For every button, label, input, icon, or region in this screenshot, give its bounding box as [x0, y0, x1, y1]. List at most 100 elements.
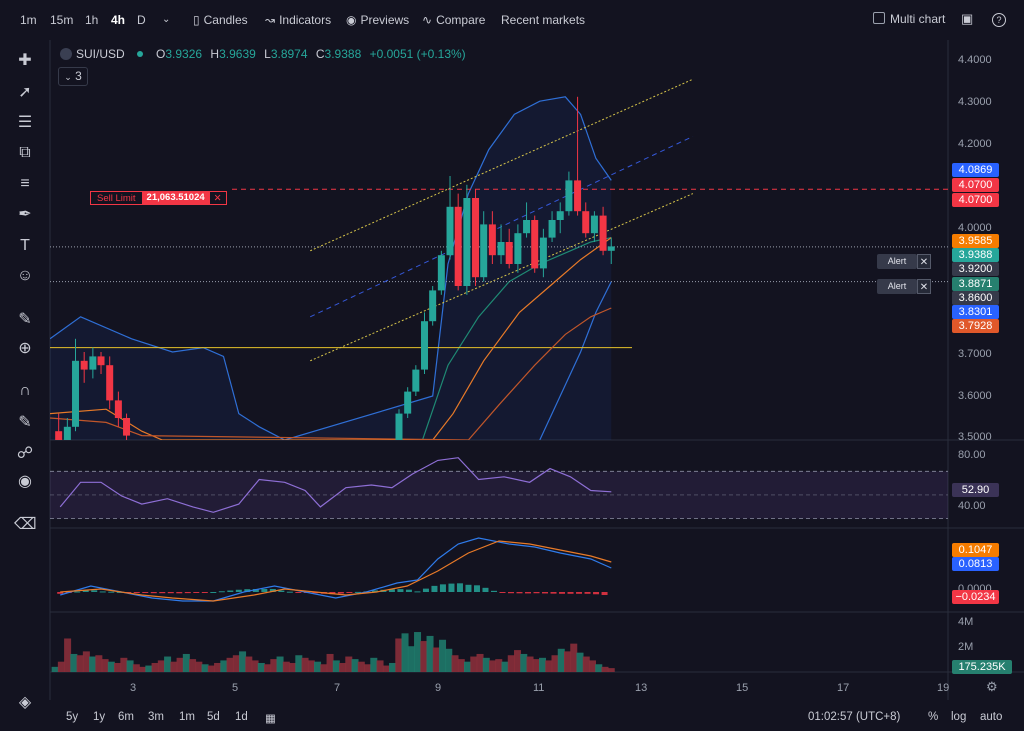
macd-histogram-bar [465, 584, 472, 592]
zoom-in-icon[interactable]: ⊕ [18, 340, 32, 357]
candles-button[interactable]: ▯ Candles [193, 13, 248, 27]
multi-chart-toggle[interactable]: Multi chart [873, 12, 945, 26]
indicators-label: Indicators [279, 13, 332, 27]
percent-scale-button[interactable]: % [928, 711, 939, 723]
ruler-icon[interactable]: ✎ [18, 311, 32, 328]
macd-histogram-bar [397, 589, 404, 592]
x-tick-label: 11 [533, 682, 545, 694]
volume-bar [257, 662, 265, 672]
x-tick-label: 7 [334, 682, 341, 694]
fib-icon[interactable]: ≡ [20, 175, 30, 192]
price-box-ma-slow: 3.7928 [952, 319, 999, 333]
sell-limit-order[interactable]: Sell Limit 21,063.51024 ✕ [90, 191, 227, 205]
crosshair-icon[interactable]: ✚ [18, 52, 32, 69]
volume-bar [432, 647, 440, 672]
low-label: L [264, 47, 271, 61]
candle-body [539, 237, 547, 269]
log-scale-button[interactable]: log [951, 711, 967, 723]
sell-limit-close-button[interactable]: ✕ [208, 191, 227, 205]
chevron-down-icon[interactable]: ⌄ [162, 14, 171, 25]
settings-icon[interactable]: ⚙ [986, 679, 998, 694]
macd-histogram-bar [201, 592, 208, 593]
recent-markets-button[interactable]: Recent markets [501, 13, 586, 27]
candle-body [582, 211, 590, 234]
timeframe-4h[interactable]: 4h [111, 13, 126, 27]
volume-bar [164, 656, 172, 672]
macd-histogram-bar [576, 592, 583, 594]
sui-logo-icon [60, 48, 72, 60]
volume-tick-label: 4M [958, 616, 974, 628]
previews-button[interactable]: ◉ Previews [346, 13, 409, 27]
macd-histogram-bar [99, 591, 106, 593]
text-icon[interactable]: T [20, 237, 30, 254]
calendar-icon[interactable]: ▦ [265, 713, 276, 725]
layers-icon[interactable]: ◈ [18, 694, 32, 711]
candle-body [574, 180, 582, 212]
range-1d[interactable]: 1d [235, 711, 248, 723]
candle [80, 352, 88, 383]
compare-button[interactable]: ∿ Compare [422, 13, 485, 27]
macd-histogram-bar [116, 591, 123, 593]
macd-histogram-bar [422, 588, 429, 592]
indicators-button[interactable]: ↝ Indicators [265, 13, 331, 27]
emoji-icon[interactable]: ☺ [16, 267, 34, 284]
candle-body [123, 418, 131, 436]
alert-button[interactable]: Alert [877, 279, 917, 294]
range-3m[interactable]: 3m [148, 711, 164, 723]
price-tick-label: 4.3000 [958, 96, 992, 108]
candle-body [497, 242, 505, 256]
volume-bar [332, 660, 340, 672]
x-tick-label: 19 [937, 682, 950, 694]
alert-close-button[interactable]: ✕ [917, 254, 931, 269]
lock-drawing-icon[interactable]: ✎ [18, 414, 32, 431]
macd-histogram-bar [244, 589, 251, 592]
close-label: C [315, 47, 325, 61]
open-value: 3.9326 [165, 47, 203, 61]
volume-bar [114, 662, 122, 672]
lock-icon[interactable]: ☍ [16, 445, 34, 462]
range-1m[interactable]: 1m [179, 711, 195, 723]
magnet-icon[interactable]: ∩ [19, 382, 31, 399]
auto-scale-button[interactable]: auto [980, 711, 1003, 723]
macd-histogram-bar [431, 585, 438, 592]
timeframe-1h[interactable]: 1h [85, 13, 99, 27]
range-5d[interactable]: 5d [207, 711, 220, 723]
alert-close-button[interactable]: ✕ [917, 279, 931, 294]
timeframe-d[interactable]: D [137, 13, 146, 27]
candle-body [404, 391, 412, 414]
volume-bar [295, 655, 303, 672]
candle-body [63, 426, 71, 440]
horizontal-lines-icon[interactable]: ☰ [17, 114, 33, 131]
range-1y[interactable]: 1y [93, 711, 106, 723]
symbol-name[interactable]: SUI/USD [76, 47, 125, 61]
volume-bar [145, 665, 153, 672]
camera-icon[interactable]: ▣ [961, 11, 974, 26]
alert-button[interactable]: Alert [877, 254, 917, 269]
price-box-last: 3.9388 [952, 248, 999, 262]
visibility-icon[interactable]: ◉ [18, 473, 32, 490]
trash-icon[interactable]: ⌫ [14, 516, 37, 533]
indicator-collapse-button[interactable]: ⌄ 3 [58, 67, 88, 86]
open-label: O [156, 47, 166, 61]
pattern-icon[interactable]: ⧉ [19, 144, 31, 161]
price-tick-label: 3.7000 [958, 348, 992, 360]
volume-bar [151, 662, 159, 672]
indicators-icon: ↝ [265, 13, 276, 27]
range-6m[interactable]: 6m [118, 711, 134, 723]
range-5y[interactable]: 5y [66, 711, 79, 723]
timeframe-1m[interactable]: 1m [20, 13, 37, 27]
volume-bar [582, 656, 590, 672]
clock[interactable]: 01:02:57 (UTC+8) [808, 711, 901, 723]
candle [582, 202, 590, 238]
candle-body [514, 233, 522, 264]
volume-bar [307, 660, 315, 672]
volume-bar [514, 650, 522, 672]
brush-icon[interactable]: ✒ [18, 206, 32, 223]
trendline-icon[interactable]: ➚ [18, 84, 32, 101]
macd-histogram-bar [235, 589, 242, 592]
help-icon[interactable]: ? [992, 13, 1006, 27]
timeframe-15m[interactable]: 15m [50, 13, 74, 27]
macd-histogram-bar [388, 589, 395, 592]
checkbox-icon[interactable] [873, 12, 885, 24]
